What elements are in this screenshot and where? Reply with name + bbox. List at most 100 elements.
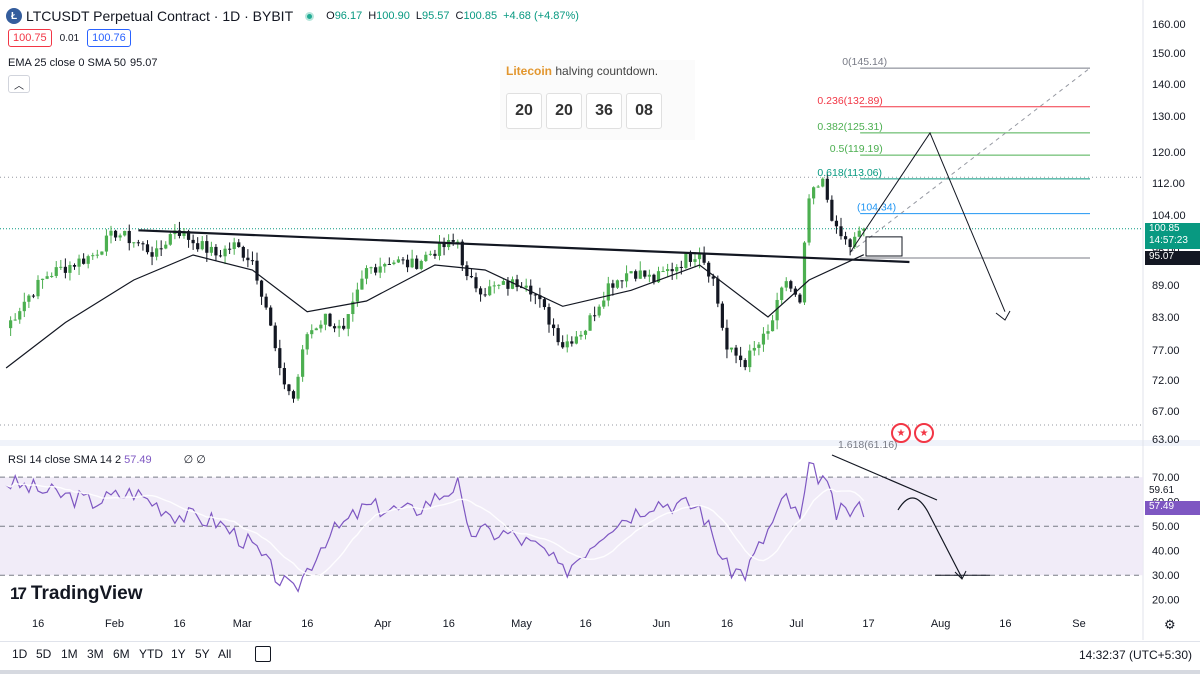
candle-body	[675, 266, 679, 272]
candle-body	[405, 259, 410, 268]
candle	[273, 322, 277, 352]
candle	[551, 318, 556, 336]
range-button-1d[interactable]: 1D	[12, 647, 28, 661]
candle-body	[643, 270, 647, 277]
fib-label-0: 0(145.14)	[842, 56, 887, 68]
ema-legend[interactable]: EMA 25 close 0 SMA 50 95.07	[8, 57, 158, 69]
fib-label-1.618: 1.618(61.16)	[838, 439, 898, 451]
candle-body	[670, 269, 674, 272]
candle-body	[497, 284, 501, 286]
candle	[834, 215, 839, 234]
candle	[652, 273, 656, 285]
candle-body	[287, 384, 291, 392]
candle	[638, 261, 642, 279]
candle-body	[634, 271, 638, 279]
sell-button[interactable]: 100.75	[8, 29, 52, 47]
candle-body	[150, 252, 154, 257]
rsi-tick-label-2: 50.00	[1152, 521, 1180, 533]
calendar-icon[interactable]	[255, 646, 271, 662]
candle	[843, 231, 848, 245]
settings-gear-icon[interactable]: ⚙	[1164, 617, 1176, 632]
candle	[720, 301, 724, 331]
countdown-hours: 20	[546, 93, 582, 129]
range-button-3m[interactable]: 3M	[87, 647, 104, 661]
candle-body	[123, 230, 127, 236]
candle	[328, 312, 332, 327]
range-button-1y[interactable]: 1Y	[171, 647, 186, 661]
candle-body	[22, 301, 26, 312]
range-button-6m[interactable]: 6M	[113, 647, 130, 661]
us-flag-event-icon[interactable]: ★	[891, 423, 911, 443]
candle-body	[159, 248, 163, 250]
symbol-title[interactable]: LTCUSDT Perpetual Contract · 1D · BYBIT	[26, 8, 294, 24]
candle	[164, 241, 168, 250]
range-button-all[interactable]: All	[218, 647, 232, 661]
range-button-ytd[interactable]: YTD	[139, 647, 163, 661]
time-tick-label-0: 16	[32, 618, 44, 630]
candle	[342, 317, 346, 331]
candle-body	[624, 273, 629, 282]
candle-body	[18, 311, 22, 320]
candle	[337, 319, 341, 337]
candle	[666, 263, 670, 278]
candle	[606, 276, 610, 307]
candle	[351, 292, 355, 322]
candle-body	[693, 259, 697, 262]
session-clock[interactable]: 14:32:37 (UTC+5:30)	[1078, 648, 1192, 662]
candle-body	[533, 294, 537, 296]
candle-body	[86, 256, 90, 264]
candle	[602, 291, 606, 309]
candle-body	[63, 266, 67, 273]
candle	[196, 237, 200, 252]
candle-body	[830, 199, 834, 221]
ohlc-change: +4.68 (+4.87%)	[503, 10, 579, 22]
candle	[437, 235, 442, 261]
candle	[442, 237, 446, 256]
candle	[474, 272, 478, 293]
candle	[693, 252, 697, 268]
candle-body	[862, 228, 866, 231]
buy-button[interactable]: 100.76	[87, 29, 131, 47]
candle-body	[597, 306, 601, 316]
candle-body	[355, 289, 359, 302]
collapse-legend-button[interactable]: ︿	[8, 75, 30, 93]
us-flag-event-icon-2[interactable]: ★	[914, 423, 934, 443]
candle	[396, 256, 401, 264]
time-tick-label-14: 16	[999, 618, 1011, 630]
candle-body	[661, 271, 665, 273]
candle-body	[638, 270, 642, 279]
candle-body	[506, 281, 510, 289]
chevron-up-icon: ︿	[14, 80, 24, 92]
range-button-5d[interactable]: 5D	[36, 647, 52, 661]
rsi-projected-arrowhead	[954, 570, 967, 580]
candle	[807, 194, 811, 246]
rsi-legend[interactable]: RSI 14 close SMA 14 2 57.49 ∅ ∅	[8, 453, 206, 466]
promo-title-accent: Litecoin	[506, 64, 553, 78]
candle	[241, 245, 245, 262]
candle	[360, 270, 364, 290]
candle-body	[510, 279, 515, 289]
candle	[150, 246, 154, 266]
candle-body	[770, 320, 775, 332]
candle-body	[570, 341, 574, 344]
candle-body	[647, 274, 651, 277]
candle	[684, 253, 688, 270]
promo-title: Litecoin halving countdown.	[506, 64, 658, 78]
open-value: 96.17	[334, 10, 363, 22]
candle	[13, 313, 17, 321]
candle-body	[825, 178, 829, 200]
candle-body	[821, 178, 825, 187]
candle-body	[310, 330, 314, 335]
tradingview-logo[interactable]: 17 TradingView	[10, 583, 143, 605]
candle-body	[196, 243, 200, 250]
range-button-5y[interactable]: 5Y	[195, 647, 210, 661]
range-button-1m[interactable]: 1M	[61, 647, 78, 661]
candle-body	[118, 235, 122, 238]
candle-body	[739, 355, 743, 361]
candle-body	[688, 253, 693, 262]
candle	[533, 293, 537, 305]
candle-body	[77, 258, 81, 267]
candle-body	[328, 313, 332, 327]
candle	[802, 241, 807, 305]
